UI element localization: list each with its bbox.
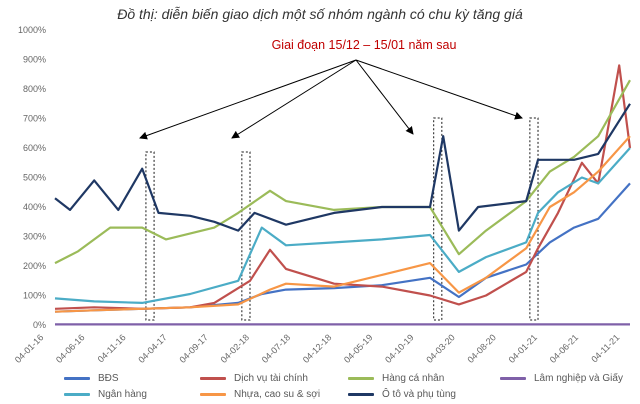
annotation-arrow — [139, 59, 357, 140]
highlight-window — [145, 151, 155, 321]
series-layer — [54, 64, 632, 326]
annotation-group: Giai đoạn 15/12 – 15/01 năm sau — [139, 38, 523, 140]
series-line — [54, 103, 631, 232]
series-line — [54, 135, 631, 313]
highlight-window — [241, 151, 251, 321]
legend-item: Lâm nghiệp và Giấy — [500, 371, 623, 385]
chart-title: Đồ thị: diễn biến giao dịch một số nhóm … — [117, 6, 523, 22]
series-line — [54, 147, 631, 304]
legend-label: Lâm nghiệp và Giấy — [534, 372, 623, 384]
y-tick-label: 600% — [23, 143, 46, 153]
x-tick-label: 04-11-21 — [589, 332, 621, 364]
legend-label: Ngân hàng — [98, 388, 147, 400]
legend-label: Nhựa, cao su & sợi — [234, 388, 321, 400]
legend-item: Hàng cá nhân — [348, 371, 444, 385]
legend-item: Ngân hàng — [64, 387, 147, 401]
series-line — [54, 182, 631, 313]
x-tick-label: 04-06-16 — [54, 332, 87, 365]
y-tick-label: 800% — [23, 84, 46, 94]
legend-item: Ô tô và phụ tùng — [348, 387, 456, 401]
series-line — [54, 79, 631, 265]
y-tick-label: 100% — [23, 291, 46, 301]
annotation-arrow — [355, 59, 414, 135]
x-tick-label: 04-01-16 — [13, 332, 46, 365]
legend-swatch — [200, 376, 226, 380]
x-tick-label: 04-01-21 — [507, 332, 540, 365]
legend-item: BĐS — [64, 371, 119, 385]
x-tick-label: 04-02-18 — [219, 332, 252, 365]
y-tick-label: 700% — [23, 114, 46, 124]
y-tick-label: 400% — [23, 202, 46, 212]
highlight-window — [433, 117, 443, 321]
y-axis: 0% 100% 200% 300% 400% 500% 600% 700% 800% 900% 10… — [18, 25, 46, 330]
x-tick-label: 04-07-18 — [260, 332, 293, 365]
y-tick-label: 200% — [23, 261, 46, 271]
line-chart: 0% 100% 200% 300% 400% 500% 600% 700% 800% 900% 10… — [13, 25, 632, 365]
x-tick-label: 04-11-16 — [96, 332, 128, 364]
highlight-windows — [145, 117, 539, 321]
x-tick-label: 04-09-17 — [177, 332, 210, 365]
y-tick-label: 1000% — [18, 25, 46, 35]
legend-swatch — [64, 392, 90, 396]
legend-item: Nhựa, cao su & sợi — [200, 387, 320, 401]
x-axis: 04-01-16 04-06-16 04-11-16 04-04-17 04-09-17… — [13, 332, 622, 365]
legend-swatch — [348, 376, 374, 380]
x-tick-label: 04-03-20 — [424, 332, 457, 365]
annotation-arrow — [355, 59, 523, 120]
legend-label: BĐS — [98, 372, 119, 384]
x-tick-label: 04-06-21 — [548, 332, 581, 365]
legend-swatch — [348, 392, 374, 396]
x-tick-label: 04-08-20 — [465, 332, 498, 365]
legend-label: Dịch vụ tài chính — [234, 372, 308, 384]
x-tick-label: 04-10-19 — [383, 332, 416, 365]
y-tick-label: 500% — [23, 173, 46, 183]
annotation-label: Giai đoạn 15/12 – 15/01 năm sau — [272, 38, 457, 52]
legend-swatch — [200, 392, 226, 396]
legend: BĐS Dịch vụ tài chính Hàng cá nhân Lâm nghi… — [0, 368, 640, 404]
y-tick-label: 0% — [33, 320, 46, 330]
x-tick-label: 04-12-18 — [301, 332, 334, 365]
series-line — [54, 64, 632, 310]
x-tick-label: 04-04-17 — [136, 332, 169, 365]
legend-item: Dịch vụ tài chính — [200, 371, 308, 385]
legend-label: Hàng cá nhân — [382, 372, 445, 384]
legend-swatch — [64, 376, 90, 380]
legend-label: Ô tô và phụ tùng — [382, 388, 456, 400]
annotation-arrow — [231, 59, 357, 139]
y-tick-label: 900% — [23, 55, 46, 65]
x-tick-label: 04-05-19 — [342, 332, 375, 365]
highlight-window — [529, 117, 539, 321]
legend-swatch — [500, 376, 526, 380]
y-tick-label: 300% — [23, 232, 46, 242]
